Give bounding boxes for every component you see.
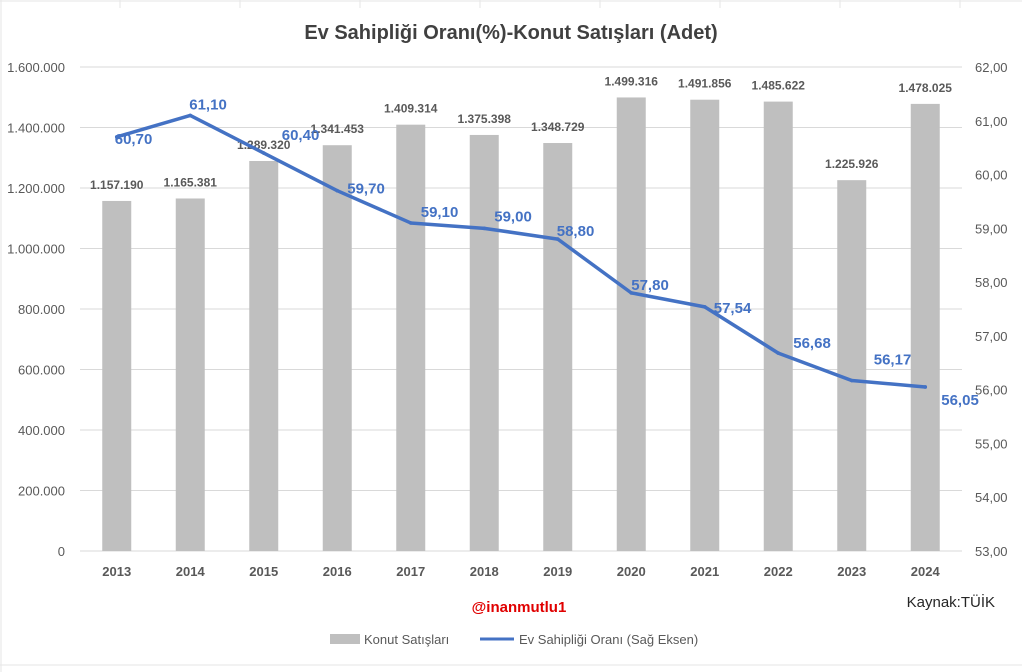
bar-label-2022: 1.485.622 — [752, 79, 806, 93]
line-point-2019 — [555, 237, 560, 241]
left-axis-tick-label: 200.000 — [18, 484, 65, 499]
legend: Konut Satışları Ev Sahipliği Oranı (Sağ … — [330, 632, 698, 647]
bar-2016 — [322, 145, 352, 552]
x-tick-label-2023: 2023 — [837, 564, 866, 579]
line-label-2020: 57,80 — [631, 277, 669, 294]
right-axis-tick-label: 57,00 — [975, 329, 1008, 344]
horizontal-gridlines — [80, 66, 962, 552]
source-note: Kaynak:TÜİK — [907, 593, 995, 611]
line-label-2024: 56,05 — [941, 392, 979, 409]
x-tick-label-2013: 2013 — [102, 564, 131, 579]
line-point-2014 — [188, 113, 193, 118]
line-point-2024 — [923, 385, 928, 389]
line-point-2013 — [114, 135, 119, 139]
line-point-2018 — [482, 226, 487, 231]
x-tick-label-2022: 2022 — [764, 564, 793, 579]
left-axis-tick-label: 1.400.000 — [7, 121, 65, 136]
line-point-2015 — [261, 151, 266, 155]
x-tick-label-2015: 2015 — [249, 564, 278, 579]
line-series — [114, 113, 928, 389]
line-label-2016: 59,70 — [347, 181, 385, 198]
line-point-2020 — [629, 291, 634, 295]
bar-label-2014: 1.165.381 — [164, 175, 218, 189]
line-label-2019: 58,80 — [557, 223, 595, 240]
legend-label-line: Ev Sahipliği Oranı (Sağ Eksen) — [519, 632, 698, 647]
line-label-2022: 56,68 — [793, 335, 831, 352]
bar-label-2013: 1.157.190 — [90, 178, 144, 192]
bar-2022 — [763, 101, 793, 552]
bar-2023 — [837, 180, 867, 551]
bar-label-2015: 1.289.320 — [237, 138, 291, 152]
bar-label-2016: 1.341.453 — [311, 122, 365, 136]
line-point-2023 — [849, 378, 854, 383]
chart-title: Ev Sahipliği Oranı(%)-Konut Satışları (A… — [304, 22, 717, 44]
x-axis: 2013 2014 2015 2016 2017 2018 2019 2020 2021 2022… — [102, 564, 940, 579]
legend-label-bar: Konut Satışları — [364, 632, 449, 647]
left-y-axis: 0 200.000 400.000 600.000 800.000 1.000.000 1.… — [7, 60, 65, 559]
bar-data-labels: 1.157.190 1.165.381 1.289.320 1.341.453 1.40… — [90, 74, 952, 191]
left-axis-tick-label: 800.000 — [18, 302, 65, 317]
right-y-axis: 53,00 54,00 55,00 56,00 57,00 58,00 59,00 60,00… — [975, 60, 1008, 559]
right-axis-tick-label: 60,00 — [975, 168, 1008, 183]
bar-2015 — [249, 160, 279, 551]
watermark-handle: @inanmutlu1 — [472, 599, 567, 616]
line-point-2016 — [335, 188, 340, 193]
right-axis-tick-label: 58,00 — [975, 275, 1008, 290]
bar-2013 — [102, 200, 132, 552]
line-point-2017 — [408, 221, 413, 225]
bar-2024 — [910, 103, 940, 552]
x-tick-label-2019: 2019 — [543, 564, 572, 579]
bar-label-2018: 1.375.398 — [458, 112, 512, 126]
line-label-2013: 60,70 — [115, 131, 153, 148]
bar-label-2020: 1.499.316 — [605, 74, 659, 88]
bar-label-2024: 1.478.025 — [899, 81, 953, 95]
bar-label-2023: 1.225.926 — [825, 157, 879, 171]
line-point-2021 — [702, 305, 707, 309]
bar-2019 — [543, 143, 573, 552]
line-path — [115, 113, 927, 389]
bar-series — [102, 97, 940, 552]
x-tick-label-2017: 2017 — [396, 564, 425, 579]
line-label-2017: 59,10 — [421, 204, 459, 221]
line-label-2021: 57,54 — [714, 300, 752, 317]
legend-swatch-bar — [330, 634, 360, 644]
right-axis-tick-label: 61,00 — [975, 114, 1008, 129]
bar-label-2021: 1.491.856 — [678, 77, 732, 91]
bar-2021 — [690, 99, 720, 551]
line-label-2018: 59,00 — [494, 208, 532, 225]
left-axis-tick-label: 0 — [58, 544, 65, 559]
bar-2017 — [396, 124, 426, 551]
left-axis-tick-label: 1.000.000 — [7, 242, 65, 257]
line-point-2022 — [776, 351, 781, 355]
bar-label-2017: 1.409.314 — [384, 102, 438, 116]
left-axis-tick-label: 1.200.000 — [7, 181, 65, 196]
x-tick-label-2014: 2014 — [176, 564, 206, 579]
left-axis-tick-label: 1.600.000 — [7, 60, 65, 75]
right-axis-tick-label: 54,00 — [975, 490, 1008, 505]
x-tick-label-2020: 2020 — [617, 564, 646, 579]
right-axis-tick-label: 53,00 — [975, 544, 1008, 559]
left-axis-tick-label: 600.000 — [18, 363, 65, 378]
left-axis-tick-label: 400.000 — [18, 423, 65, 438]
x-tick-label-2016: 2016 — [323, 564, 352, 579]
x-tick-label-2024: 2024 — [911, 564, 941, 579]
line-label-2023: 56,17 — [874, 352, 912, 369]
bar-2014 — [175, 198, 205, 552]
x-tick-label-2018: 2018 — [470, 564, 499, 579]
right-axis-tick-label: 62,00 — [975, 60, 1008, 75]
x-tick-label-2021: 2021 — [690, 564, 719, 579]
line-data-labels: 60,70 61,10 60,40 59,70 59,10 59,00 58,80 57,80… — [115, 96, 979, 409]
bar-2018 — [469, 134, 499, 551]
line-label-2014: 61,10 — [189, 96, 227, 113]
bar-2020 — [616, 97, 646, 551]
right-axis-tick-label: 56,00 — [975, 383, 1008, 398]
line-label-2015: 60,40 — [282, 127, 320, 144]
right-axis-tick-label: 55,00 — [975, 436, 1008, 451]
bar-label-2019: 1.348.729 — [531, 120, 585, 134]
right-axis-tick-label: 59,00 — [975, 221, 1008, 236]
